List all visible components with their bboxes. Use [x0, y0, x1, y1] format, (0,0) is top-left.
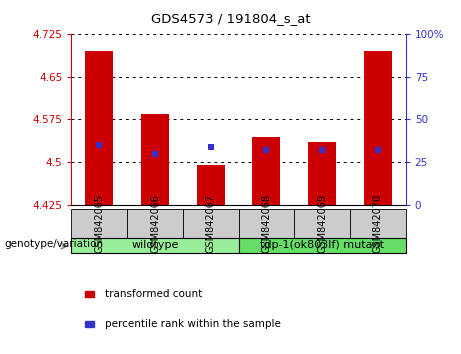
- Bar: [308, 142, 336, 205]
- Bar: [197, 165, 225, 205]
- Text: GDS4573 / 191804_s_at: GDS4573 / 191804_s_at: [151, 12, 310, 25]
- Bar: [183, 209, 238, 238]
- Text: GSM842070: GSM842070: [373, 194, 383, 253]
- Text: GSM842069: GSM842069: [317, 194, 327, 253]
- Text: GSM842067: GSM842067: [206, 194, 216, 253]
- Bar: [141, 114, 169, 205]
- Text: GSM842065: GSM842065: [95, 194, 104, 253]
- Bar: [85, 51, 113, 205]
- Bar: [350, 209, 406, 238]
- Text: GSM842068: GSM842068: [261, 194, 272, 253]
- Point: [263, 147, 270, 153]
- Point: [151, 151, 159, 157]
- Text: genotype/variation: genotype/variation: [5, 239, 104, 249]
- Text: percentile rank within the sample: percentile rank within the sample: [105, 319, 281, 329]
- Bar: [71, 209, 127, 238]
- Bar: [71, 238, 239, 253]
- Point: [319, 147, 326, 153]
- Bar: [294, 209, 350, 238]
- Point: [207, 144, 214, 150]
- Bar: [127, 209, 183, 238]
- Point: [95, 142, 103, 148]
- Text: GSM842066: GSM842066: [150, 194, 160, 253]
- Bar: [238, 238, 406, 253]
- Bar: [364, 51, 392, 205]
- Text: tdp-1(ok803lf) mutant: tdp-1(ok803lf) mutant: [260, 240, 384, 250]
- Bar: [253, 137, 280, 205]
- Text: transformed count: transformed count: [105, 289, 202, 299]
- Text: wildtype: wildtype: [131, 240, 179, 250]
- Point: [374, 147, 382, 153]
- Bar: [238, 209, 294, 238]
